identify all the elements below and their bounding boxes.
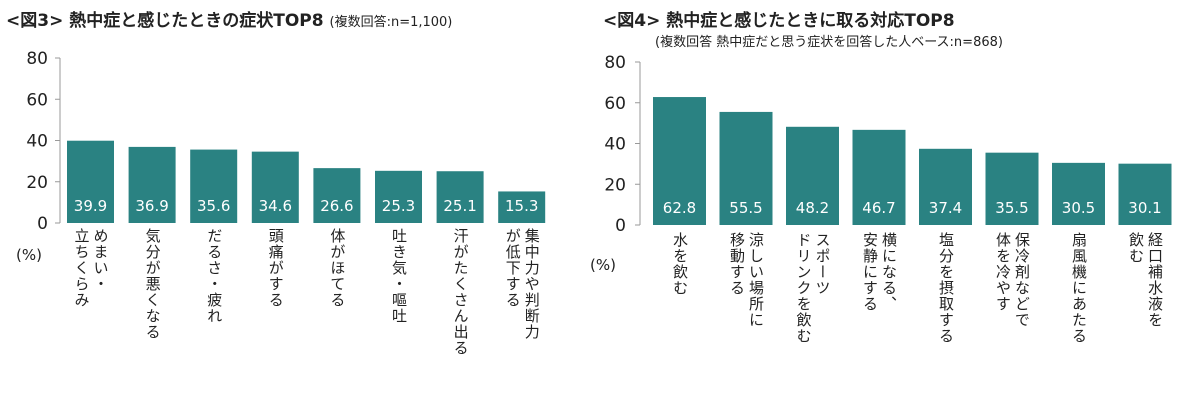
chart2-y-tick-label: 0: [615, 216, 626, 236]
chart1-data-label: 34.6: [259, 197, 292, 215]
chart1-bar: [251, 151, 299, 223]
chart2-x-tick-label: 涼しい場所に 移動する: [728, 232, 765, 328]
chart1-x-tick-label: 吐き気・嘔吐: [390, 228, 408, 324]
chart2-bar: [919, 148, 972, 225]
chart2-bar: [852, 129, 906, 225]
chart2-bar: [653, 97, 706, 225]
chart1-x-tick-label: 集中力や判断力 が低下する: [503, 228, 541, 340]
chart2-subtitle: (複数回答 熱中症だと思う症状を回答した人ベース:n=868): [655, 35, 1003, 50]
chart1-bar: [128, 146, 176, 223]
chart1-y-tick-label: 40: [26, 132, 48, 152]
chart2-data-label: 46.7: [862, 199, 895, 217]
chart1-data-label: 36.9: [135, 197, 168, 215]
chart2-data-label: 37.4: [929, 199, 962, 217]
chart1-data-label: 25.1: [443, 197, 476, 215]
chart2-bar: [1052, 162, 1105, 225]
chart2-y-tick-label: 60: [604, 94, 626, 114]
chart2-data-label: 48.2: [796, 199, 829, 217]
chart1-x-tick-label: 汗がたくさん出る: [451, 228, 470, 356]
chart1-y-tick-label: 0: [37, 214, 48, 234]
chart1-bar: [375, 170, 422, 223]
chart1-bar: [498, 191, 546, 223]
chart2-x-tick-label: 水を飲む: [671, 232, 689, 296]
chart2-y-tick-label: 80: [604, 53, 626, 73]
chart2-y-tick-label: 20: [604, 175, 626, 195]
chart2-x-tick-label: 横になる、 安静にする: [861, 232, 898, 312]
chart2-x-tick-label: 塩分を摂取する: [937, 232, 955, 344]
chart1-data-label: 25.3: [382, 197, 415, 215]
chart2-data-label: 62.8: [663, 199, 696, 217]
chart1-y-tick-label: 20: [26, 173, 48, 193]
chart1-bar: [313, 168, 361, 223]
chart2-x-tick-label: 扇風機にあたる: [1070, 232, 1088, 344]
chart1-bar: [67, 140, 114, 223]
chart1-x-tick-label: 体がほてる: [328, 228, 347, 308]
chart2-bar: [719, 111, 773, 225]
chart1-y-tick-label: 60: [26, 90, 48, 110]
chart1-y-tick-label: 80: [26, 49, 48, 69]
chart2-x-tick-label: 経口補水液を 飲む: [1127, 232, 1164, 328]
chart2-bar: [985, 152, 1039, 225]
chart1-subtitle: (複数回答:n=1,100): [329, 15, 453, 30]
chart1-title-text: <図3> 熱中症と感じたときの症状TOP8: [6, 11, 324, 31]
chart1-data-label: 35.6: [197, 197, 230, 215]
chart2-bar: [786, 126, 839, 225]
chart1-data-label: 39.9: [74, 197, 107, 215]
chart2-x-tick-label: 保冷剤などで 体を冷やす: [994, 232, 1031, 328]
chart1-x-tick-label: 気分が悪くなる: [143, 228, 162, 340]
chart1-data-label: 15.3: [505, 197, 538, 215]
chart2-data-label: 30.5: [1062, 199, 1095, 217]
chart1-x-tick-label: だるさ・疲れ: [205, 228, 224, 324]
chart1-x-tick-label: めまい・ 立ちくらみ: [72, 228, 110, 308]
chart2-ylabel: (%): [590, 256, 616, 274]
chart2-data-label: 35.5: [995, 199, 1028, 217]
chart2-data-label: 55.5: [729, 199, 762, 217]
chart2-title: <図4> 熱中症と感じたときに取る対応TOP8: [603, 11, 955, 31]
chart1-ylabel: (%): [16, 246, 42, 264]
chart1-bar: [436, 171, 484, 223]
chart1-bar: [190, 149, 238, 223]
chart2-bar: [1118, 163, 1172, 225]
chart1-data-label: 26.6: [320, 197, 353, 215]
chart1-title: <図3> 熱中症と感じたときの症状TOP8 (複数回答:n=1,100): [6, 6, 452, 31]
chart2-x-tick-label: スポーツ ドリンクを飲む: [794, 232, 832, 344]
chart1-x-tick-label: 頭痛がする: [266, 228, 285, 308]
chart2-y-tick-label: 40: [604, 135, 626, 155]
chart2-data-label: 30.1: [1128, 199, 1161, 217]
